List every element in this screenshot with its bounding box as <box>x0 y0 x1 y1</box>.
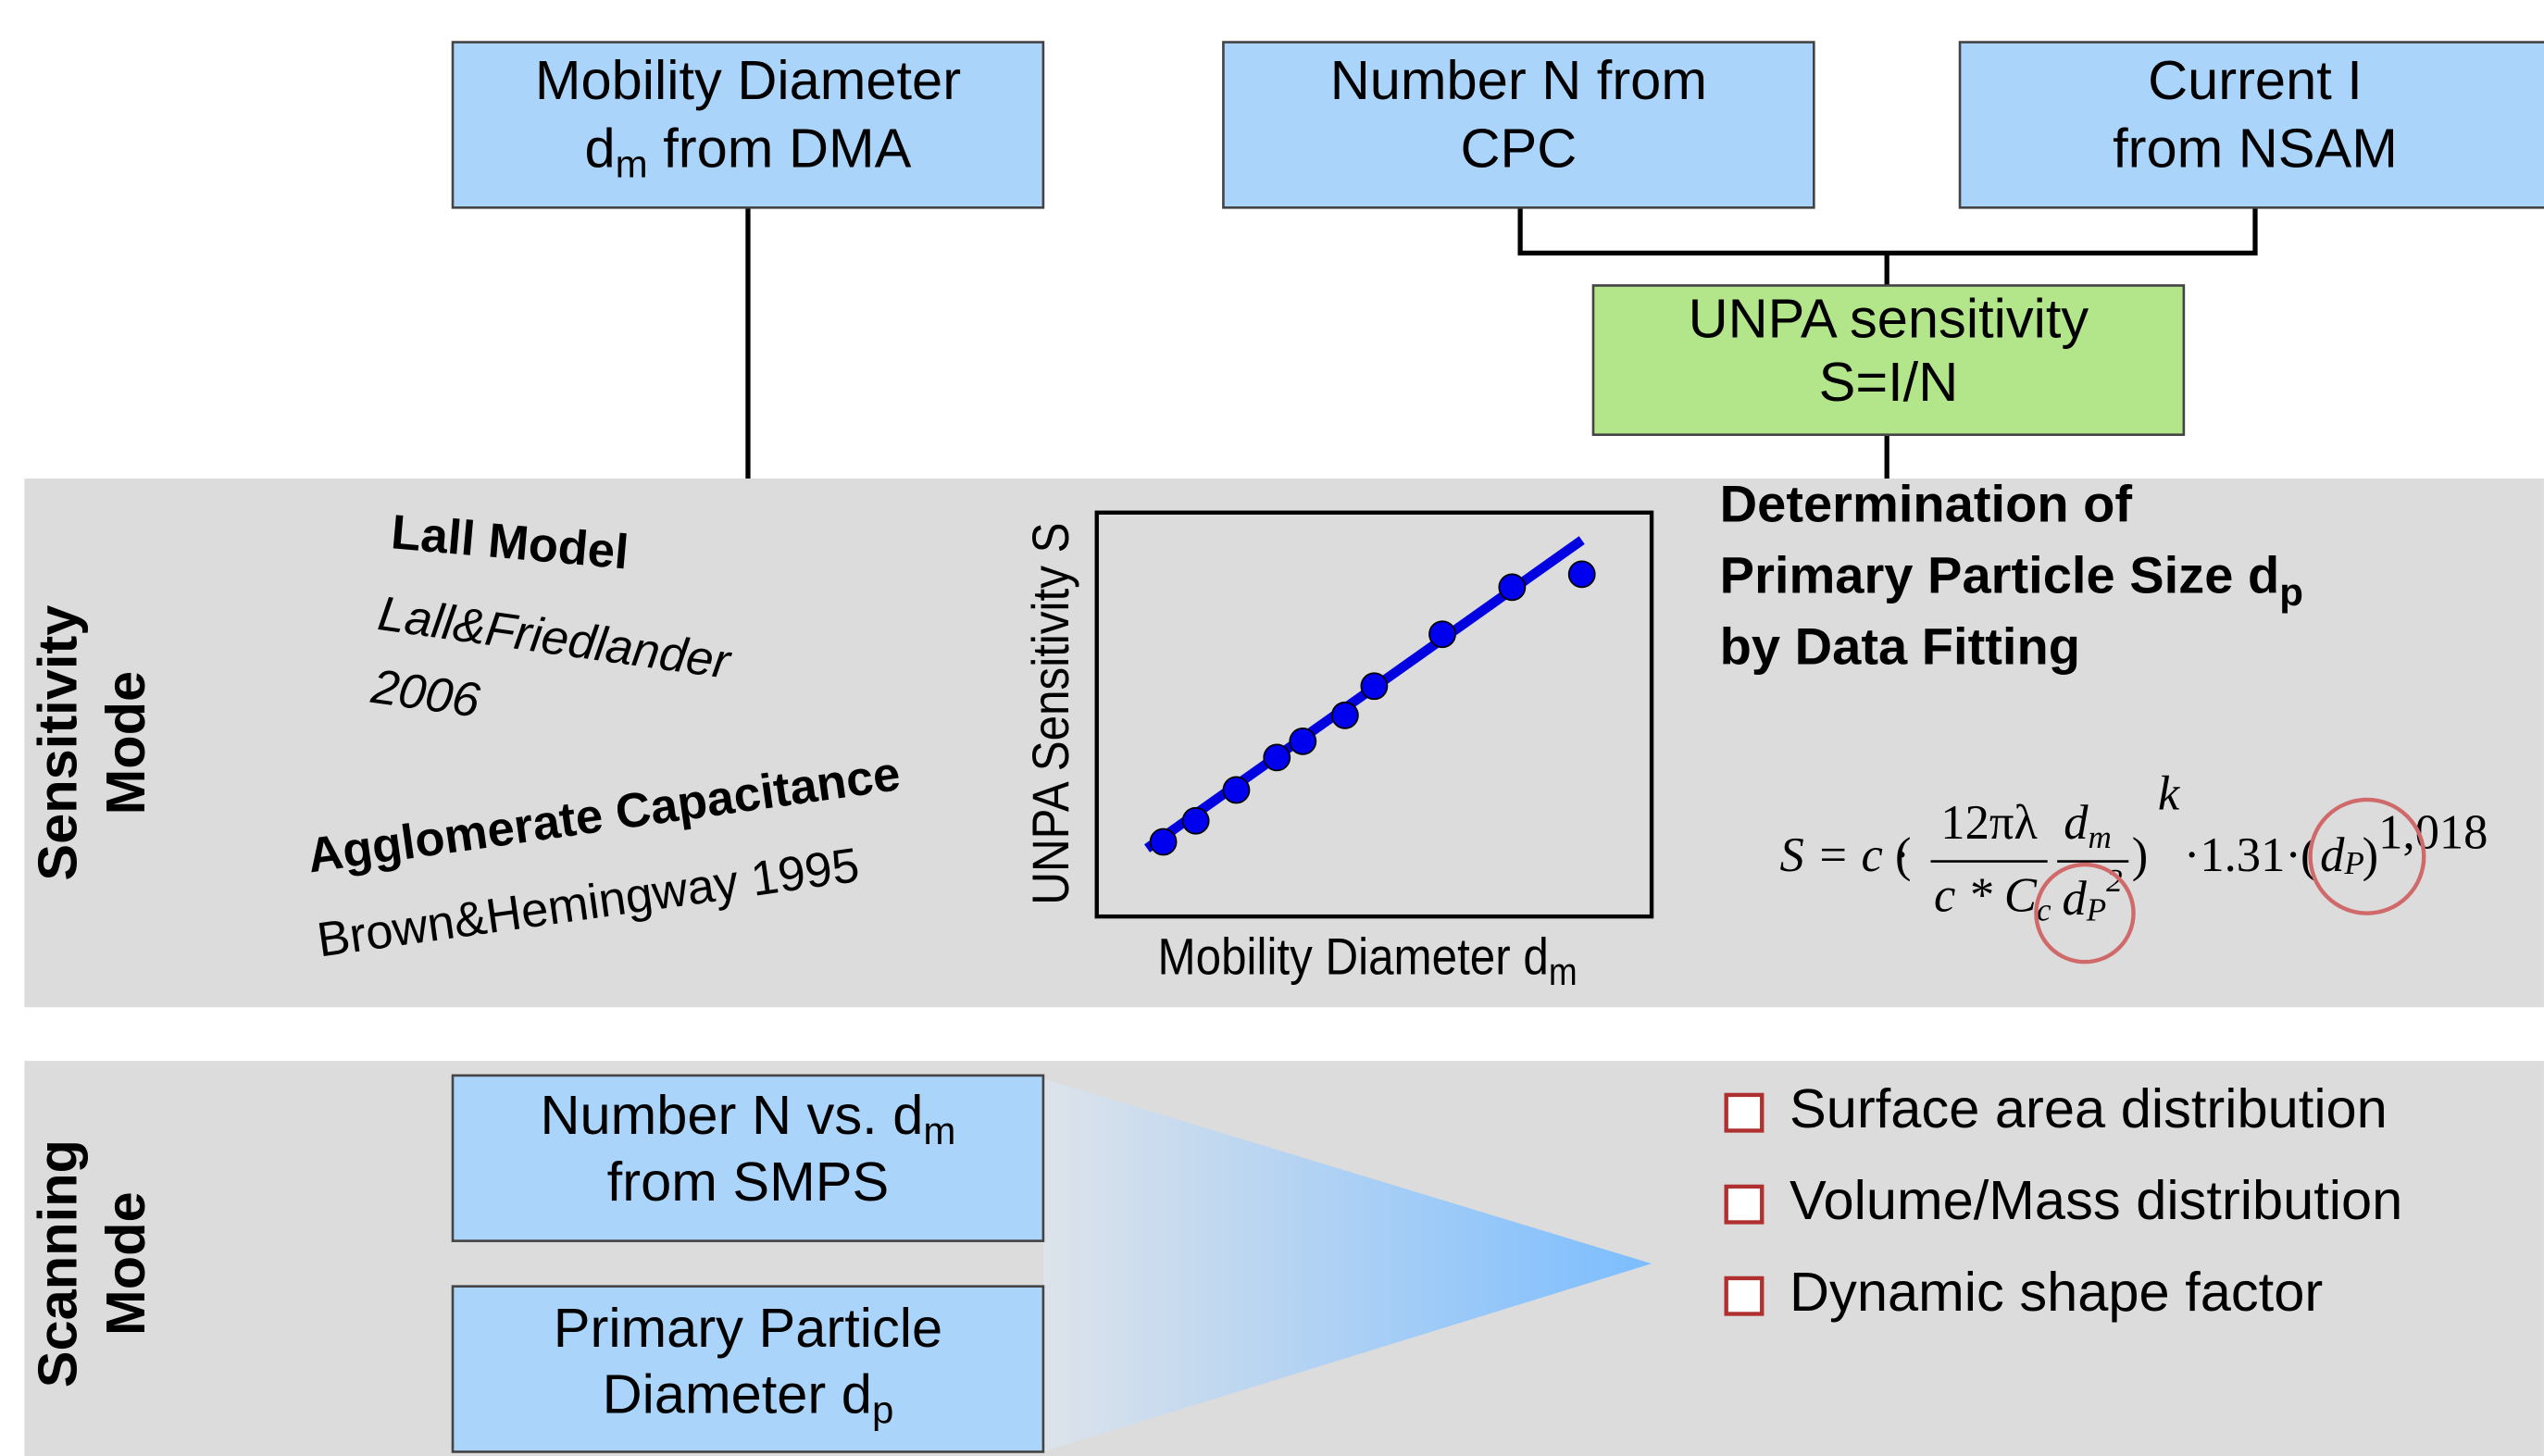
formula-part: 12πλ <box>1940 796 2038 850</box>
box <box>451 1285 1045 1453</box>
formula-part: dP <box>2320 828 2364 882</box>
mode-label: Mode <box>94 1191 156 1336</box>
box <box>1958 41 2544 209</box>
sensitivity-panel <box>24 478 2544 1008</box>
points <box>1149 560 1596 856</box>
box-text: Current I <box>2148 49 2363 111</box>
formula-paren: ) <box>2363 828 2379 882</box>
box-text: from SMPS <box>607 1151 890 1213</box>
mode-label: Scanning <box>26 1139 88 1388</box>
box-text: S=I/N <box>1819 351 1959 413</box>
box-text: Primary Particle <box>554 1296 942 1358</box>
box-text: from NSAM <box>2113 117 2398 179</box>
sensitivity-box <box>1591 284 2186 436</box>
formula-paren: ( <box>1895 828 1912 882</box>
bullet <box>1724 1184 1765 1225</box>
determination-text: by Data Fitting <box>1720 617 2080 676</box>
formula-part: dm <box>2064 796 2112 855</box>
formula-part: 1,018 <box>2378 805 2488 859</box>
formula-part: c * Cc <box>1934 869 2051 928</box>
highlight-circle <box>2034 862 2136 964</box>
box-text: Diameter dp <box>603 1363 894 1431</box>
formula: S = c · ( 12πλ c * Cc dm dP2 ) k ·1.31· … <box>1780 766 2488 964</box>
outcomes: Surface area distribution Volume/Mass dis… <box>1724 1077 2402 1323</box>
determination-text: Determination of <box>1720 474 2133 532</box>
formula-paren: ) <box>2132 828 2149 882</box>
box-text: Mobility Diameter <box>535 49 961 111</box>
box <box>1222 41 1815 209</box>
box-text: UNPA sensitivity <box>1689 287 2089 349</box>
formula-part: ·1.31· <box>2184 828 2301 882</box>
bullet <box>1724 1276 1765 1316</box>
box <box>451 1074 1045 1242</box>
plot-frame <box>1094 510 1654 919</box>
outcome-text: Volume/Mass distribution <box>1790 1169 2402 1231</box>
mode-label: Mode <box>94 671 156 815</box>
plot-x-label: Mobility Diameter dm <box>1158 927 1578 994</box>
box-text: dm from DMA <box>585 117 912 185</box>
outcome-text: Dynamic shape factor <box>1790 1261 2323 1323</box>
funnel <box>1042 1078 1652 1452</box>
box-text: CPC <box>1460 117 1577 179</box>
mode-label: Sensitivity <box>26 605 88 881</box>
connectors <box>745 207 2258 479</box>
formula-part: S = c · <box>1780 828 1908 882</box>
bullet <box>1724 1092 1765 1133</box>
highlight-circle <box>2308 797 2426 915</box>
box-text: Number N vs. dm <box>541 1084 956 1152</box>
outcome-text: Surface area distribution <box>1790 1077 2388 1139</box>
formula-part: k <box>2158 766 2181 820</box>
determination-text: Primary Particle Size dp <box>1720 545 2303 614</box>
box <box>451 41 1045 209</box>
plot-y-label: UNPA Sensitivity S <box>1022 523 1080 905</box>
box-text: Number N from <box>1330 49 1707 111</box>
